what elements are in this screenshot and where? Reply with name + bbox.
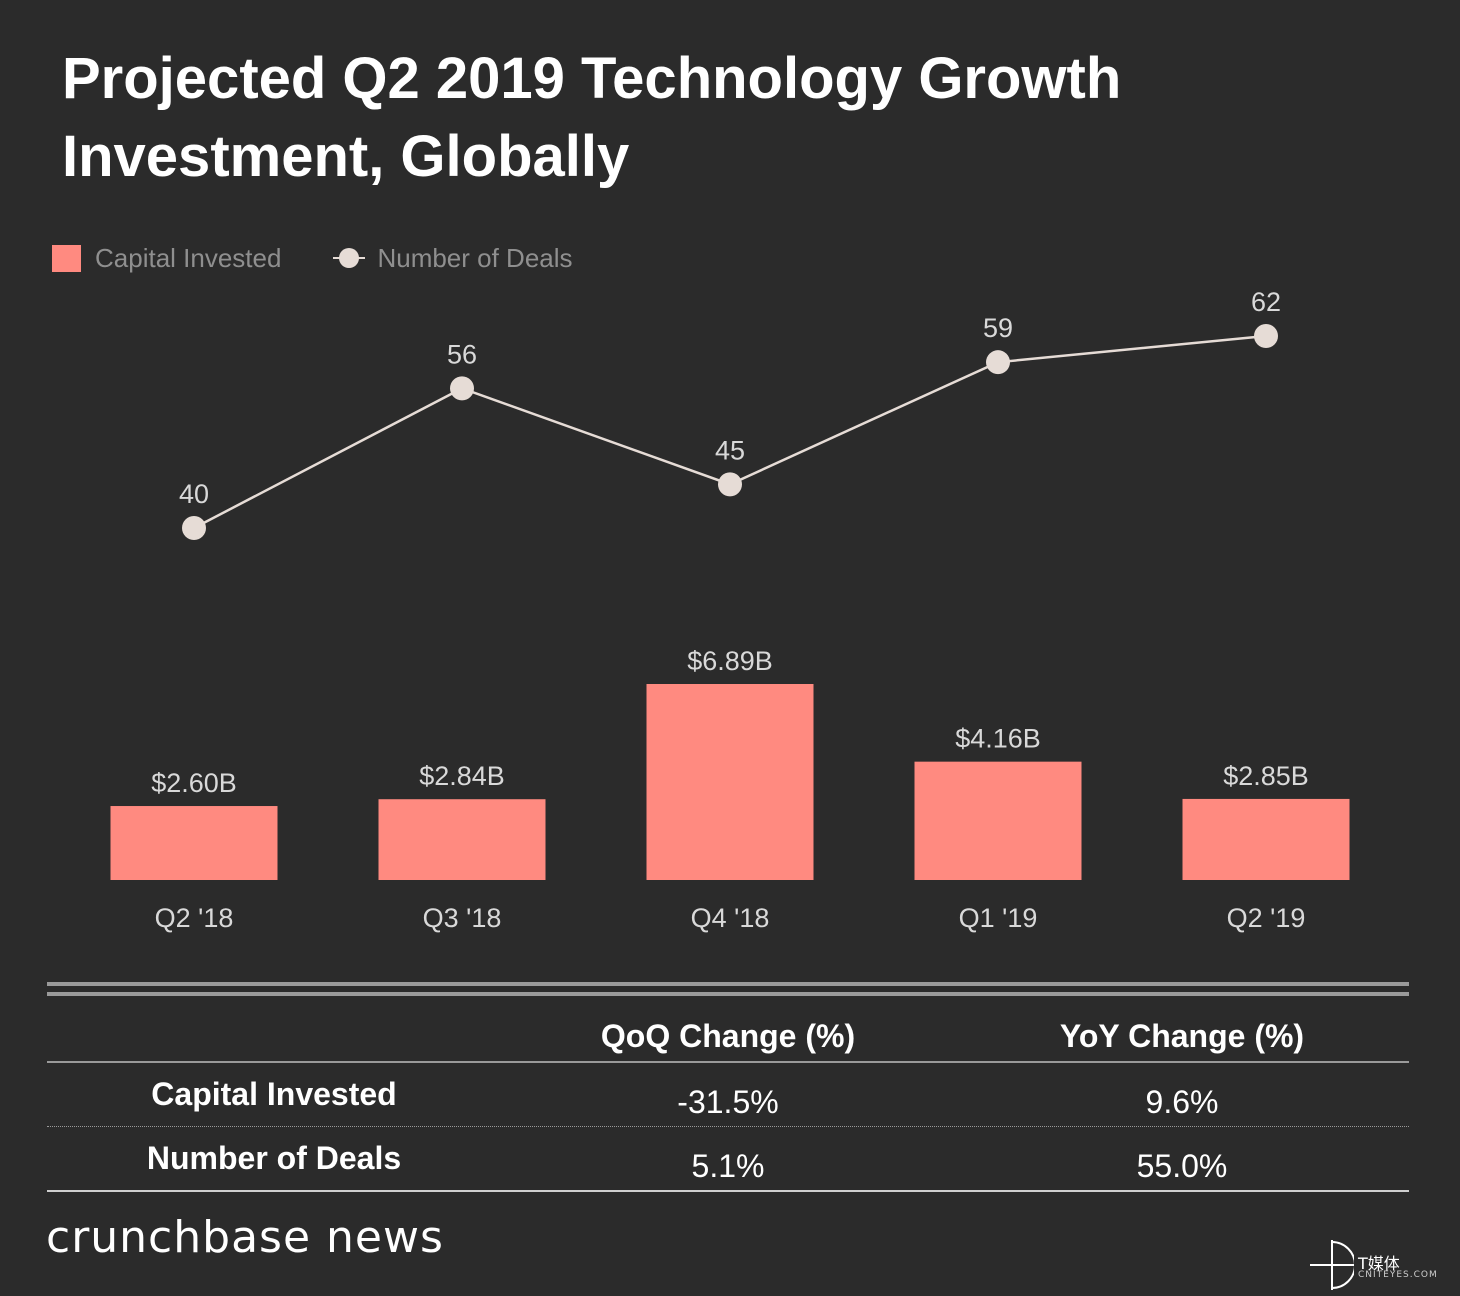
table-row: Capital Invested -31.5% 9.6% <box>47 1063 1409 1127</box>
watermark: T媒体 CNITEYES.COM <box>1308 1236 1458 1292</box>
chart-title-line-2: Investment, Globally <box>62 124 630 189</box>
x-axis-tick-label: Q2 '19 <box>1227 903 1306 933</box>
divider-top <box>47 982 1409 986</box>
line-value-label: 56 <box>447 339 477 369</box>
legend-line-dot-icon <box>333 248 366 268</box>
bar-value-label: $2.84B <box>419 761 505 791</box>
table-cell-yoy: 55.0% <box>1136 1148 1228 1184</box>
bar-value-label: $4.16B <box>955 724 1041 754</box>
watermark-subtext: CNITEYES.COM <box>1358 1270 1438 1280</box>
legend-item-deals: Number of Deals <box>281 242 573 274</box>
change-table: QoQ Change (%) YoY Change (%) Capital In… <box>47 1000 1409 1192</box>
legend-label-capital: Capital Invested <box>95 242 282 273</box>
x-axis-tick-label: Q2 '18 <box>155 903 234 933</box>
chart-title: Projected Q2 2019 Technology Growth Inve… <box>62 40 1262 196</box>
line-value-label: 59 <box>983 313 1013 343</box>
watermark-logo-icon <box>1310 1240 1354 1290</box>
chart-legend: Capital Invested Number of Deals <box>52 236 573 280</box>
line-value-label: 62 <box>1251 287 1281 317</box>
table-cell-qoq: -31.5% <box>677 1084 779 1120</box>
table-row: Number of Deals 5.1% 55.0% <box>47 1127 1409 1192</box>
combo-chart: $2.60B Q2 '18 $2.84B Q3 '18 $6.89B Q4 '18 $4.1… <box>110 287 1350 933</box>
legend-item-capital: Capital Invested <box>52 243 281 274</box>
bar-capital-invested <box>1182 798 1350 880</box>
line-number-of-deals <box>193 334 1267 530</box>
table-row-label: Number of Deals <box>146 1140 402 1176</box>
table-cell-qoq: 5.1% <box>691 1148 765 1184</box>
table-header-qoq: QoQ Change (%) <box>600 1018 856 1054</box>
table-row-label: Capital Invested <box>151 1076 397 1112</box>
chart-title-line-1: Projected Q2 2019 Technology Growth <box>62 46 1122 111</box>
bar-value-label: $2.85B <box>1223 761 1309 791</box>
line-point-deals <box>182 516 206 540</box>
line-point-deals <box>450 376 474 401</box>
table-header-empty <box>47 1000 501 1067</box>
bar-capital-invested <box>914 761 1082 880</box>
line-point-deals <box>986 350 1010 375</box>
brand-logo-text: crunchbase news <box>46 1212 444 1263</box>
x-axis-tick-label: Q3 '18 <box>423 903 502 933</box>
divider-top-second <box>47 992 1409 996</box>
bar-value-label: $6.89B <box>687 646 773 676</box>
legend-label-deals: Number of Deals <box>377 242 573 273</box>
line-point-deals <box>718 472 742 497</box>
bar-capital-invested <box>378 799 546 880</box>
line-value-label: 45 <box>715 435 745 465</box>
bar-value-label: $2.60B <box>151 768 237 798</box>
line-value-label: 40 <box>179 479 209 509</box>
legend-swatch-capital-icon <box>52 244 81 272</box>
watermark-text: T媒体 <box>1358 1254 1400 1273</box>
x-axis-tick-label: Q4 '18 <box>691 903 770 933</box>
bar-capital-invested <box>646 684 814 880</box>
line-point-deals <box>1254 324 1278 348</box>
bar-capital-invested <box>110 806 278 880</box>
table-header-yoy: YoY Change (%) <box>1059 1018 1305 1054</box>
x-axis-tick-label: Q1 '19 <box>959 903 1038 933</box>
table-cell-yoy: 9.6% <box>1145 1084 1219 1120</box>
table-header-row: QoQ Change (%) YoY Change (%) <box>47 1000 1409 1063</box>
